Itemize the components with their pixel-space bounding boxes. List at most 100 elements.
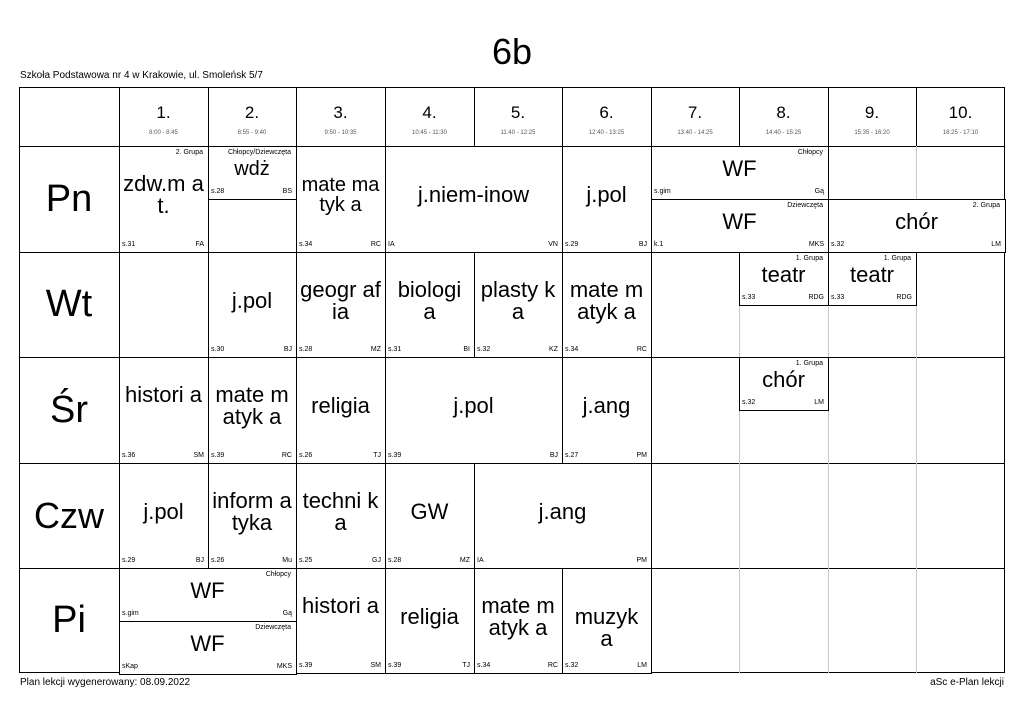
period-number: 1. xyxy=(156,103,171,122)
lesson-teacher: MZ xyxy=(370,346,381,353)
lesson-room: s.25 xyxy=(299,557,313,564)
lesson-subject: WF xyxy=(722,156,757,181)
lesson-cell[interactable]: mate matyk a s.34 RC xyxy=(296,146,385,252)
lesson-teacher: LM xyxy=(637,662,647,669)
lesson-teacher: MZ xyxy=(459,557,470,564)
lesson-cell[interactable]: religia s.39 TJ xyxy=(385,568,474,673)
lesson-cell[interactable]: biologi a s.31 BI xyxy=(385,252,474,357)
lesson-cell[interactable]: j.ang IA PM xyxy=(474,463,651,568)
lesson-subject: muzyk a xyxy=(574,604,639,651)
lesson-subject: teatr xyxy=(761,262,806,287)
lesson-subject: teatr xyxy=(849,262,895,287)
lesson-cell[interactable]: teatr s.33 RDG 1. Grupa xyxy=(828,252,916,305)
lesson-cell[interactable]: religia s.26 TJ xyxy=(296,357,385,463)
lesson-cell[interactable]: mate matyk a s.39 RC xyxy=(208,357,296,463)
period-time: 9:50 - 10:35 xyxy=(324,130,357,136)
period-time: 13:40 - 14:25 xyxy=(677,130,713,136)
period-header: 6. 12:40 - 13:25 xyxy=(562,87,651,146)
lesson-cell[interactable]: WF k.1 MKS Dziewczęta xyxy=(651,199,828,252)
lesson-cell[interactable]: histori a s.36 SM xyxy=(119,357,208,463)
lesson-cell[interactable]: inform atyka s.26 Mu xyxy=(208,463,296,568)
lesson-teacher: BJ xyxy=(195,557,204,564)
lesson-cell[interactable]: chór s.32 LM 2. Grupa xyxy=(828,199,1005,252)
period-time: 14:40 - 15:25 xyxy=(765,130,802,136)
lesson-teacher: BJ xyxy=(638,241,647,248)
lesson-subject: inform atyka xyxy=(212,488,292,535)
lesson-room: s.26 xyxy=(299,452,313,459)
lesson-teacher: RDG xyxy=(896,294,912,301)
lesson-teacher: FA xyxy=(195,241,204,248)
lesson-group: 1. Grupa xyxy=(883,255,911,262)
lesson-room: s.29 xyxy=(122,557,136,564)
lesson-cell[interactable]: j.ang s.27 PM xyxy=(562,357,651,463)
lesson-room: s.gim xyxy=(122,610,139,617)
lesson-subject: histori a xyxy=(301,593,380,618)
lesson-subject: WF xyxy=(722,209,757,234)
lesson-cell[interactable]: geogr afia s.28 MZ xyxy=(296,252,385,357)
lesson-teacher: KZ xyxy=(549,346,558,353)
lesson-cell[interactable]: j.pol s.39 BJ xyxy=(385,357,562,463)
lesson-room: s.32 xyxy=(742,399,756,406)
period-number: 4. xyxy=(422,103,437,122)
lesson-subject: WF xyxy=(190,578,225,603)
lesson-subject: religia xyxy=(311,393,370,418)
lesson-cell[interactable]: WF s.gim Gą Chłopcy xyxy=(651,146,828,199)
lesson-cell[interactable]: histori a s.39 SM xyxy=(296,568,385,673)
lesson-teacher: RC xyxy=(370,241,381,248)
lesson-cell[interactable]: plasty ka s.32 KZ xyxy=(474,252,562,357)
lesson-room: s.28 xyxy=(211,188,225,195)
lesson-cell[interactable]: WF s.gim Gą Chłopcy xyxy=(119,568,296,621)
day-label: Pi xyxy=(52,599,86,641)
lesson-teacher: Gą xyxy=(282,610,292,617)
lesson-cell[interactable]: teatr s.33 RDG 1. Grupa xyxy=(739,252,828,305)
lesson-subject: geogr afia xyxy=(300,277,381,324)
period-time: 8:00 - 8:45 xyxy=(149,130,178,136)
lesson-teacher: TJ xyxy=(462,662,470,669)
lesson-subject: mate matyk a xyxy=(481,593,555,640)
lesson-room: sKap xyxy=(122,663,138,670)
period-header: 8. 14:40 - 15:25 xyxy=(739,87,828,146)
lesson-room: s.28 xyxy=(388,557,402,564)
period-header: 7. 13:40 - 14:25 xyxy=(651,87,739,146)
lesson-teacher: VN xyxy=(548,241,558,248)
lesson-subject: j.pol xyxy=(586,182,627,207)
lesson-group: Chłopcy xyxy=(797,149,823,156)
lesson-room: s.34 xyxy=(477,662,491,669)
lesson-cell[interactable]: mate matyk a s.34 RC xyxy=(474,568,562,673)
lesson-cell[interactable]: mate matyk a s.34 RC xyxy=(562,252,651,357)
lesson-cell[interactable]: WF sKap MKS Dziewczęta xyxy=(119,621,296,674)
lesson-subject: zdw.m at. xyxy=(123,171,204,218)
lesson-teacher: BI xyxy=(463,346,470,353)
lesson-cell[interactable]: GW s.28 MZ xyxy=(385,463,474,568)
lesson-teacher: Gą xyxy=(814,188,824,195)
lesson-subject: plasty ka xyxy=(480,277,556,324)
period-time: 12:40 - 13:25 xyxy=(588,130,625,136)
lesson-subject: wdż xyxy=(234,158,270,180)
lesson-room: s.39 xyxy=(299,662,313,669)
period-header: 9. 15:35 - 16:20 xyxy=(828,87,916,146)
school-name: Szkoła Podstawowa nr 4 w Krakowie, ul. S… xyxy=(20,70,263,81)
day-label: Pn xyxy=(45,178,93,220)
lesson-cell[interactable]: j.pol s.30 BJ xyxy=(208,252,296,357)
lesson-teacher: BS xyxy=(282,188,292,195)
lesson-room: s.32 xyxy=(831,241,845,248)
lesson-room: s.31 xyxy=(122,241,136,248)
lesson-subject: chór xyxy=(762,367,805,392)
lesson-cell[interactable]: zdw.m at. s.31 FA 2. Grupa xyxy=(119,146,208,252)
lesson-cell[interactable]: j.pol s.29 BJ xyxy=(562,146,651,252)
lesson-cell[interactable]: muzyk a s.32 LM xyxy=(562,568,651,673)
lesson-cell[interactable]: j.niem-inow IA VN xyxy=(385,146,562,252)
period-number: 10. xyxy=(948,103,973,122)
lesson-cell[interactable]: techni ka s.25 GJ xyxy=(296,463,385,568)
lesson-teacher: SM xyxy=(193,452,205,459)
lesson-room: IA xyxy=(477,557,484,564)
day-label: Czw xyxy=(34,495,104,536)
lesson-room: s.33 xyxy=(831,294,845,301)
lesson-cell[interactable]: j.pol s.29 BJ xyxy=(119,463,208,568)
lesson-room: s.32 xyxy=(477,346,491,353)
lesson-cell[interactable]: wdż s.28 BS Chłopcy/Dziewczęta xyxy=(208,146,296,199)
period-time: 16:25 - 17:10 xyxy=(942,130,979,136)
lesson-group: Dziewczęta xyxy=(255,624,291,631)
lesson-room: s.36 xyxy=(122,452,136,459)
lesson-cell[interactable]: chór s.32 LM 1. Grupa xyxy=(739,357,828,410)
